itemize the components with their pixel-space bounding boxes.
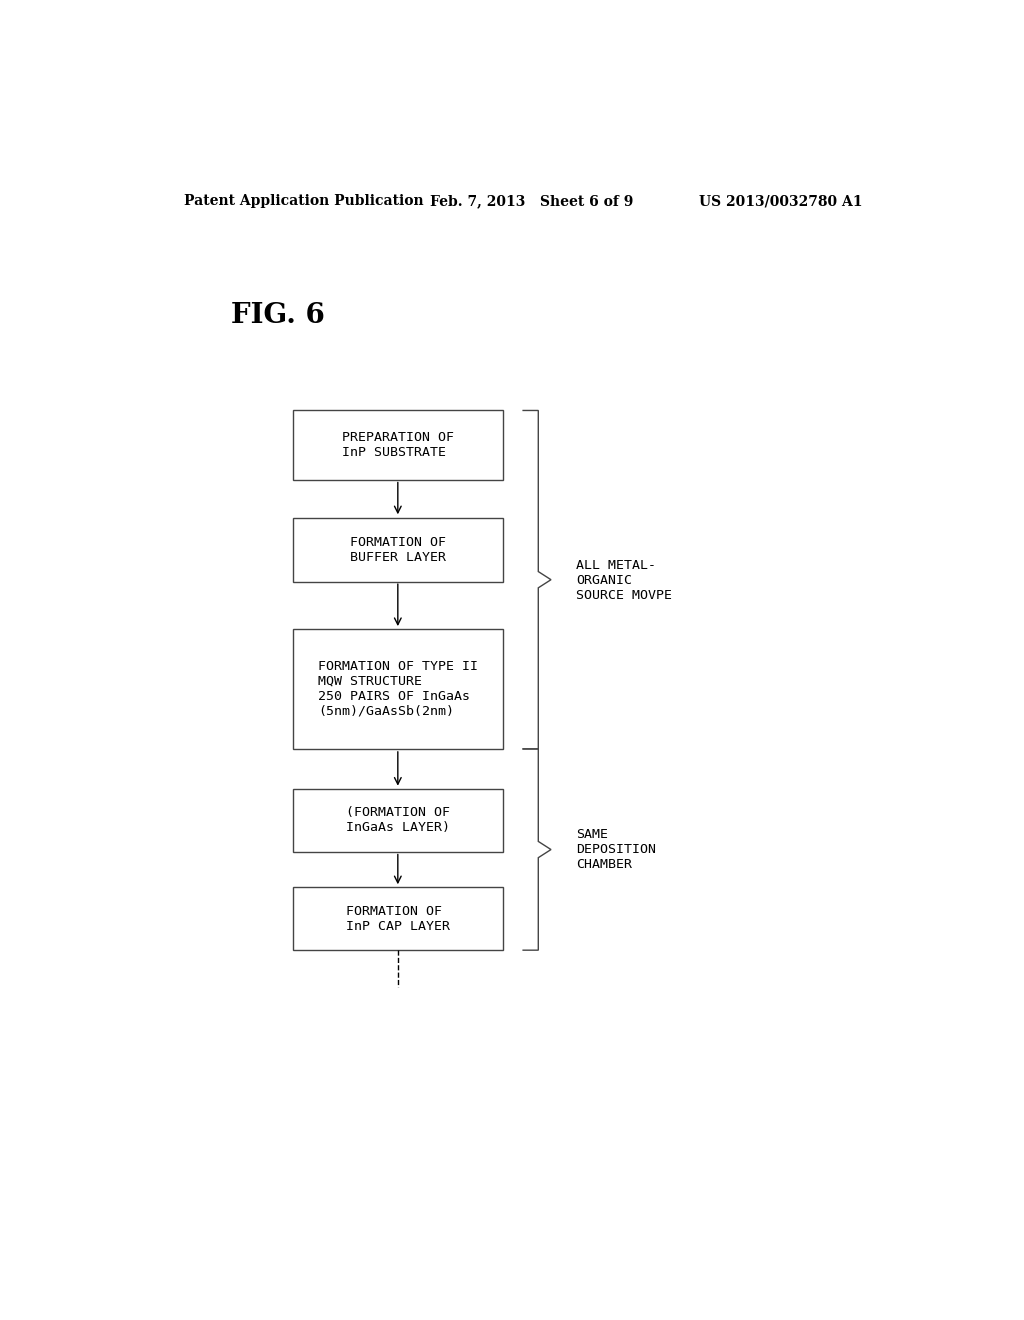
Text: SAME
DEPOSITION
CHAMBER: SAME DEPOSITION CHAMBER: [577, 828, 656, 871]
Text: ALL METAL-
ORGANIC
SOURCE MOVPE: ALL METAL- ORGANIC SOURCE MOVPE: [577, 558, 673, 602]
Text: Feb. 7, 2013   Sheet 6 of 9: Feb. 7, 2013 Sheet 6 of 9: [430, 194, 633, 209]
FancyBboxPatch shape: [293, 788, 503, 851]
Text: FIG. 6: FIG. 6: [231, 302, 325, 330]
Text: FORMATION OF
InP CAP LAYER: FORMATION OF InP CAP LAYER: [346, 904, 450, 933]
Text: US 2013/0032780 A1: US 2013/0032780 A1: [699, 194, 863, 209]
Text: Patent Application Publication: Patent Application Publication: [183, 194, 423, 209]
FancyBboxPatch shape: [293, 630, 503, 748]
Text: PREPARATION OF
InP SUBSTRATE: PREPARATION OF InP SUBSTRATE: [342, 432, 454, 459]
FancyBboxPatch shape: [293, 411, 503, 479]
FancyBboxPatch shape: [293, 887, 503, 950]
Text: FORMATION OF
BUFFER LAYER: FORMATION OF BUFFER LAYER: [350, 536, 445, 564]
Text: FORMATION OF TYPE II
MQW STRUCTURE
250 PAIRS OF InGaAs
(5nm)/GaAsSb(2nm): FORMATION OF TYPE II MQW STRUCTURE 250 P…: [317, 660, 478, 718]
FancyBboxPatch shape: [293, 517, 503, 582]
Text: (FORMATION OF
InGaAs LAYER): (FORMATION OF InGaAs LAYER): [346, 807, 450, 834]
